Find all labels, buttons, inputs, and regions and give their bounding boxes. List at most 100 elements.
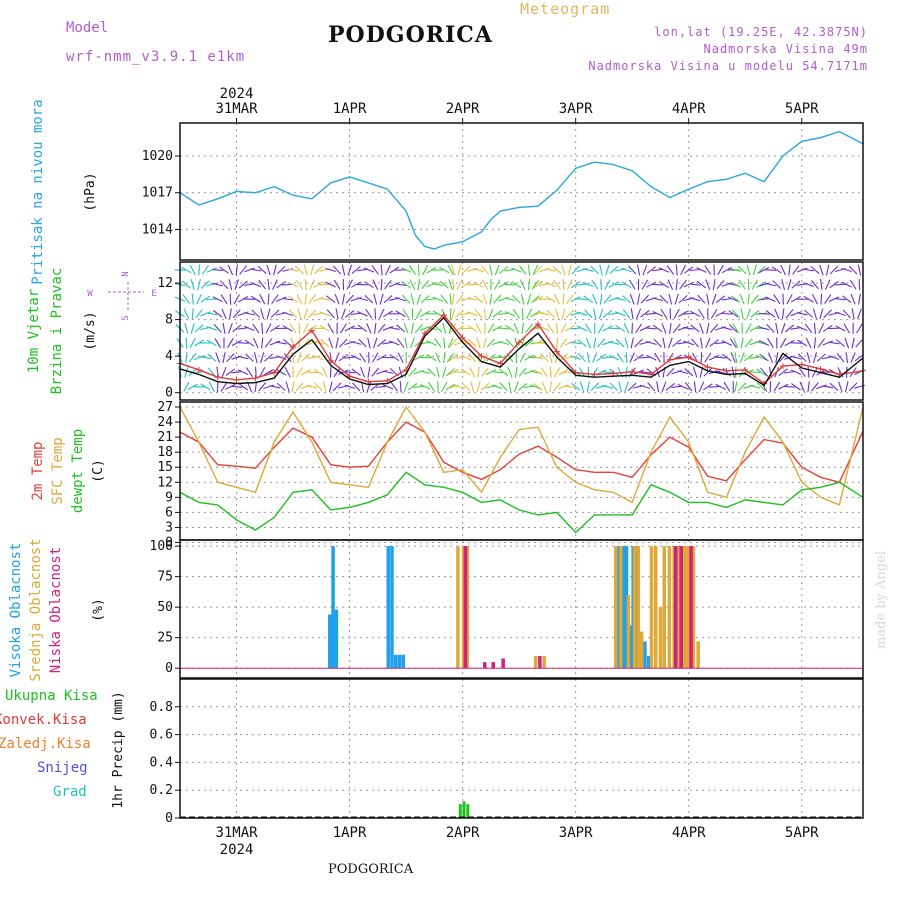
wind-arrow — [819, 264, 824, 276]
wind-arrow — [340, 323, 347, 334]
wind-arrow — [660, 308, 668, 319]
panel-frame-wind — [179, 261, 864, 401]
wind-arrow — [666, 265, 675, 275]
wind-arrow — [332, 382, 342, 392]
wind-arrow — [245, 367, 253, 378]
wind-arrow — [848, 265, 858, 275]
wind-arrow — [206, 267, 218, 273]
wind-arrow — [646, 266, 656, 274]
wind-arrow — [284, 367, 291, 378]
credit-watermark: made by Angel — [874, 551, 889, 649]
y-tick-label: 0 — [165, 536, 173, 551]
x-top-year-label: 2024 — [220, 86, 254, 102]
wind-arrow — [857, 293, 861, 305]
wind-arrow — [489, 264, 493, 276]
wind-gust-marker — [666, 356, 673, 363]
wind-arrow — [630, 308, 634, 320]
bar-precip — [466, 804, 470, 818]
panel-frame-pressure — [179, 122, 864, 261]
wind-arrow — [189, 264, 196, 276]
wind-arrow — [532, 369, 544, 375]
wind-arrow — [320, 338, 330, 348]
wind-arrow — [566, 279, 573, 290]
wind-arrow — [662, 337, 666, 349]
wind-arrow — [328, 381, 333, 393]
wind-arrow — [207, 353, 217, 362]
wind-arrow — [325, 281, 336, 288]
wind-arrow — [585, 323, 592, 334]
wind-arrow — [601, 356, 613, 359]
wind-arrow — [549, 381, 553, 393]
y-tick-label: 6 — [165, 505, 173, 520]
wind-arrow — [426, 266, 437, 274]
wind-arrow — [432, 310, 443, 318]
wind-arrow — [276, 382, 286, 391]
wind-arrow — [272, 279, 278, 290]
wind-arrow — [747, 279, 750, 291]
wind-arrow — [599, 293, 603, 305]
wind-arrow — [636, 293, 641, 305]
wind-arrow — [564, 385, 576, 389]
bar-clouds — [397, 654, 402, 669]
wind-arrow — [212, 282, 224, 287]
wind-arrow — [409, 279, 416, 290]
wind-arrow — [784, 370, 796, 374]
wind-arrow — [504, 310, 516, 317]
wind-arrow — [705, 279, 711, 290]
bar-clouds — [662, 546, 666, 669]
series-line-pressure-0 — [179, 130, 864, 250]
wind-arrow — [693, 381, 697, 393]
wind-gust-marker — [534, 321, 541, 328]
wind-arrow — [426, 340, 437, 346]
wind-arrow — [421, 279, 430, 290]
wind-arrow — [302, 323, 309, 334]
wind-arrow — [297, 308, 302, 320]
wind-arrow — [746, 308, 751, 320]
wind-arrow — [332, 265, 342, 275]
wind-arrow — [480, 382, 490, 391]
x-bottom-tick-label: 1APR — [333, 825, 367, 841]
wind-arrow — [285, 381, 290, 393]
bar-clouds — [653, 546, 658, 669]
y-tick-label: 4 — [165, 349, 173, 364]
wind-arrow — [350, 354, 362, 361]
wind-arrow — [313, 354, 324, 361]
wind-arrow — [184, 366, 189, 378]
wind-arrow — [778, 383, 789, 390]
wind-arrow — [494, 264, 500, 276]
wind-arrow — [365, 308, 373, 319]
wind-arrow — [389, 354, 400, 362]
wind-arrow — [790, 369, 802, 375]
wind-arrow — [521, 322, 524, 334]
wind-arrow — [710, 308, 718, 319]
wind-arrow — [200, 383, 211, 391]
wind-arrow — [605, 264, 610, 276]
bar-clouds — [681, 546, 686, 669]
wind-arrow — [195, 309, 203, 319]
wind-arrow — [659, 294, 669, 304]
cloud-high-axis-label: Visoka Oblacnost — [8, 543, 24, 678]
wind-arrow — [504, 297, 516, 302]
wind-arrow — [228, 308, 232, 320]
wind-arrow — [645, 340, 657, 346]
wind-arrow — [570, 341, 582, 345]
y-tick-label: 1014 — [142, 222, 173, 237]
wind-arrow — [441, 381, 448, 392]
wind-arrow — [357, 324, 368, 333]
wind-arrow — [345, 294, 354, 304]
wind-arrow — [554, 294, 560, 305]
wind-arrow — [730, 268, 742, 272]
y-tick-label: 0.8 — [150, 700, 173, 715]
wind-arrow — [289, 323, 297, 334]
wind-arrow — [206, 298, 218, 301]
wind-arrow — [319, 325, 330, 332]
wind-arrow — [555, 337, 559, 349]
wind-arrow — [773, 294, 781, 305]
wind-arrow — [600, 279, 602, 291]
wind-arrow — [684, 382, 693, 392]
wind-arrow — [377, 338, 387, 348]
wind-arrow — [790, 355, 802, 360]
wind-arrow — [829, 280, 839, 289]
wind-arrow — [559, 338, 568, 348]
